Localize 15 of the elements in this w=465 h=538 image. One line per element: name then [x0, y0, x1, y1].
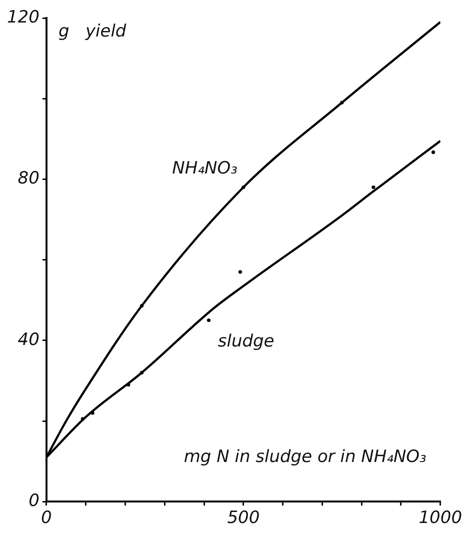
- point: [238, 270, 242, 274]
- x-axis-title: mg N in sludge or in NH₄NO₃: [184, 447, 427, 468]
- x-tick-label: 1000: [418, 508, 462, 528]
- y-tick-label: 40: [18, 330, 40, 350]
- series-label: NH₄NO₃: [172, 158, 238, 179]
- y-tick-label: 80: [18, 168, 40, 189]
- point: [372, 185, 376, 190]
- point: [206, 318, 211, 322]
- y-tick-label: 0: [28, 491, 40, 512]
- y-axis-title: g yield: [58, 21, 126, 42]
- x-tick-label: 0: [41, 508, 52, 528]
- point: [431, 150, 436, 154]
- x-tick-label: 500: [227, 508, 260, 528]
- y-tick-label: 120: [6, 7, 40, 28]
- series-label: sludge: [218, 332, 274, 352]
